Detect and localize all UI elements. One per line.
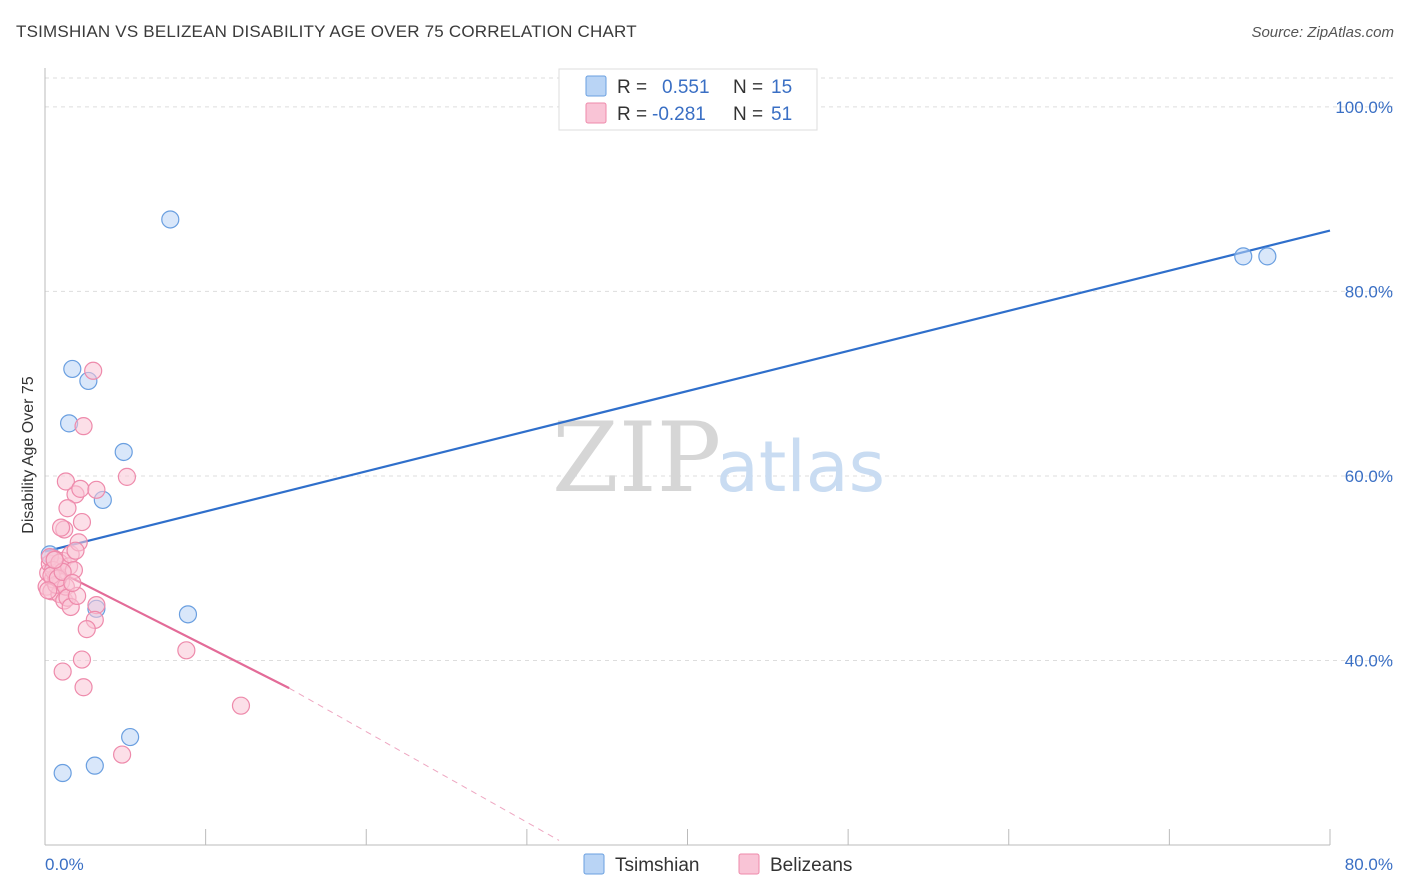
belizean-point (112, 745, 132, 764)
bottom-legend-label-tsimshian: Tsimshian (615, 855, 699, 876)
belizean-point (71, 479, 90, 498)
watermark-atlas: atlas (716, 426, 885, 508)
belizean-point (45, 550, 64, 570)
tsimshian-point (85, 756, 104, 775)
x-tick-label-max: 80.0% (1345, 855, 1393, 874)
tsimshian-point (178, 605, 198, 624)
legend-swatch-belizeans (585, 102, 607, 124)
watermark-zip: ZIP (552, 402, 721, 514)
grid-layer (45, 77, 1393, 661)
points-layer (37, 210, 1277, 783)
belizean-point (63, 573, 82, 593)
y-tick-label: 80.0% (1345, 282, 1393, 301)
legend-n-label-tsimshian: N = (733, 77, 763, 98)
bottom-legend: Tsimshian Belizeans (583, 853, 852, 876)
belizean-trend-extension (288, 687, 560, 841)
belizean-point (39, 581, 58, 600)
belizean-point (72, 512, 92, 532)
belizean-point (77, 620, 96, 639)
belizean-point (56, 472, 75, 491)
belizean-point (84, 361, 103, 380)
belizean-point (74, 678, 93, 697)
bottom-legend-swatch-belizeans (738, 853, 760, 875)
legend-n-label-belizeans: N = (733, 104, 763, 125)
y-tick-label: 100.0% (1335, 98, 1393, 117)
y-tick-label: 40.0% (1345, 651, 1393, 670)
belizean-trend-line (44, 563, 290, 690)
legend-r-value-belizeans: -0.281 (652, 104, 706, 125)
x-tick-label-min: 0.0% (45, 855, 84, 874)
tsimshian-point (53, 763, 72, 783)
tsimshian-trend-line (44, 229, 1331, 553)
tsimshian-point (63, 359, 82, 379)
tsimshian-point (114, 442, 133, 462)
belizean-point (231, 696, 251, 715)
tsimshian-point (121, 727, 140, 747)
belizean-point (87, 480, 106, 499)
belizean-point (74, 417, 93, 436)
legend-n-value-tsimshian: 15 (771, 77, 792, 98)
belizean-point (51, 518, 71, 537)
tsimshian-point (161, 210, 180, 229)
trend-layer (44, 229, 1331, 841)
source-label: Source: ZipAtlas.com (1251, 24, 1394, 41)
tsimshian-point (1234, 247, 1253, 266)
y-tick-label: 60.0% (1345, 467, 1393, 486)
belizean-point (53, 662, 72, 681)
chart-title: TSIMSHIAN VS BELIZEAN DISABILITY AGE OVE… (16, 22, 637, 41)
axes-layer: 40.0% 60.0% 80.0% 100.0% 0.0% 80.0% (44, 68, 1393, 874)
belizean-point (177, 641, 196, 660)
belizean-point (58, 499, 77, 518)
bottom-legend-swatch-tsimshian (583, 853, 605, 875)
belizean-point (72, 650, 92, 669)
y-axis-title: Disability Age Over 75 (20, 376, 37, 534)
legend-r-label-belizeans: R = (617, 104, 647, 125)
legend-swatch-tsimshian (585, 75, 607, 97)
tsimshian-point (1258, 247, 1277, 266)
legend-n-value-belizeans: 51 (771, 104, 792, 125)
legend-r-value-tsimshian: 0.551 (662, 77, 710, 98)
bottom-legend-label-belizeans: Belizeans (770, 855, 852, 876)
watermark: ZIP atlas (552, 402, 885, 514)
belizean-point (66, 541, 85, 560)
legend-r-label-tsimshian: R = (617, 77, 647, 98)
belizean-point (117, 467, 137, 486)
top-legend: R = 0.551 N = 15 R = -0.281 N = 51 (558, 68, 818, 131)
